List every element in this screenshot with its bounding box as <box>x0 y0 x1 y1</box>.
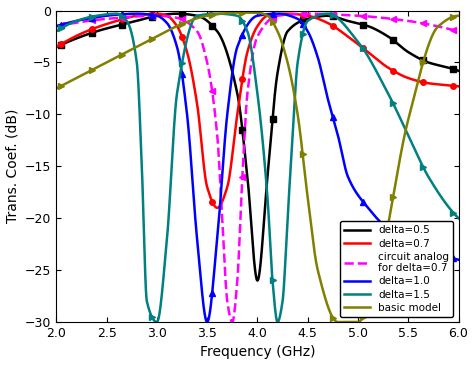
delta=0.7 <box>214 205 220 210</box>
basic model <box>405 120 410 124</box>
Line: delta=1.5: delta=1.5 <box>56 14 458 322</box>
Line: delta=1.0: delta=1.0 <box>56 14 458 322</box>
delta=0.7 <box>225 181 231 186</box>
basic model <box>448 15 454 20</box>
delta=1.0 <box>204 320 210 324</box>
circuit analog
for delta=0.7 <box>208 78 213 82</box>
circuit analog
for delta=0.7 <box>448 27 454 32</box>
circuit analog
for delta=0.7 <box>405 19 410 23</box>
basic model <box>54 86 59 91</box>
circuit analog
for delta=0.7 <box>54 24 59 28</box>
delta=0.7 <box>100 23 105 28</box>
delta=1.5 <box>214 11 220 16</box>
delta=0.5 <box>448 66 454 70</box>
delta=1.0 <box>456 258 461 262</box>
delta=1.5 <box>100 13 105 17</box>
circuit analog
for delta=0.7 <box>225 304 231 308</box>
delta=1.5 <box>208 12 214 16</box>
delta=0.5 <box>123 22 129 26</box>
delta=1.0 <box>226 104 231 108</box>
delta=0.7 <box>54 45 59 49</box>
Y-axis label: Trans. Coef. (dB): Trans. Coef. (dB) <box>6 109 19 223</box>
delta=1.5 <box>123 18 129 22</box>
basic model <box>123 50 129 55</box>
basic model <box>225 11 231 15</box>
delta=1.5 <box>54 29 59 34</box>
delta=0.7 <box>456 84 461 89</box>
X-axis label: Frequency (GHz): Frequency (GHz) <box>200 345 315 360</box>
delta=1.0 <box>448 255 454 260</box>
delta=1.0 <box>208 303 214 308</box>
delta=0.5 <box>456 69 461 73</box>
delta=1.5 <box>456 216 461 220</box>
basic model <box>208 13 213 18</box>
basic model <box>456 14 461 18</box>
delta=1.0 <box>405 237 410 241</box>
circuit analog
for delta=0.7 <box>305 11 310 16</box>
delta=0.7 <box>285 11 291 16</box>
delta=1.5 <box>226 12 231 16</box>
basic model <box>235 11 240 15</box>
delta=0.7 <box>405 76 410 80</box>
circuit analog
for delta=0.7 <box>456 29 461 34</box>
delta=1.0 <box>123 12 129 16</box>
delta=1.0 <box>54 24 59 28</box>
Line: basic model: basic model <box>56 13 458 322</box>
delta=0.5 <box>208 22 214 26</box>
delta=0.7 <box>208 195 213 200</box>
delta=0.5 <box>100 27 105 32</box>
delta=0.5 <box>255 278 260 283</box>
delta=0.5 <box>174 11 180 16</box>
Line: circuit analog
for delta=0.7: circuit analog for delta=0.7 <box>56 14 458 322</box>
delta=1.0 <box>134 11 140 16</box>
delta=0.5 <box>225 54 231 59</box>
basic model <box>100 62 105 67</box>
delta=1.5 <box>154 320 160 324</box>
Legend: delta=0.5, delta=0.7, circuit analog
for delta=0.7, delta=1.0, delta=1.5, basic : delta=0.5, delta=0.7, circuit analog for… <box>339 221 453 317</box>
circuit analog
for delta=0.7 <box>123 15 129 19</box>
circuit analog
for delta=0.7 <box>100 17 105 22</box>
basic model <box>335 320 341 324</box>
delta=0.7 <box>123 16 129 20</box>
delta=0.7 <box>448 83 454 88</box>
delta=1.0 <box>100 14 105 19</box>
delta=1.5 <box>448 208 454 212</box>
circuit analog
for delta=0.7 <box>229 320 235 324</box>
delta=0.5 <box>54 45 59 49</box>
delta=1.5 <box>405 131 410 136</box>
delta=0.5 <box>405 50 410 54</box>
Line: delta=0.5: delta=0.5 <box>56 14 458 280</box>
Line: delta=0.7: delta=0.7 <box>56 14 458 208</box>
